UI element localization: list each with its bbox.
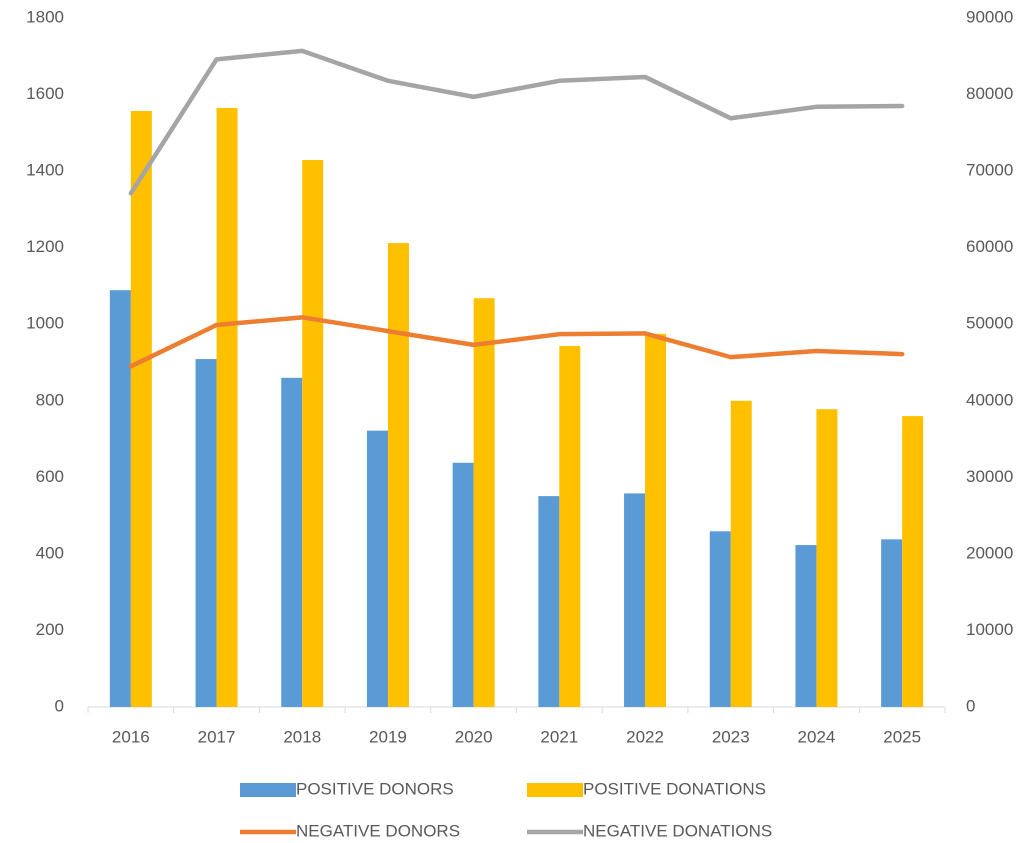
bar (195, 359, 217, 707)
y2-tick-label: 0 (966, 696, 975, 715)
bar (302, 160, 324, 707)
x-tick-label: 2021 (540, 727, 578, 746)
y2-tick-label: 40000 (966, 390, 1013, 409)
bar (902, 416, 924, 707)
y2-tick-label: 10000 (966, 620, 1013, 639)
y-tick-label: 1400 (26, 161, 64, 180)
y2-tick-label: 60000 (966, 237, 1013, 256)
y-tick-label: 600 (36, 467, 64, 486)
y-tick-label: 200 (36, 620, 64, 639)
y-tick-label: 1600 (26, 84, 64, 103)
y-tick-label: 1800 (26, 7, 64, 26)
bar (816, 409, 838, 707)
line-series (128, 48, 905, 196)
y2-tick-label: 20000 (966, 543, 1013, 562)
legend-swatch (527, 783, 583, 797)
y-tick-label: 1200 (26, 237, 64, 256)
x-tick-label: 2022 (626, 727, 664, 746)
bar (795, 545, 817, 707)
y-tick-label: 1000 (26, 314, 64, 333)
x-tick-label: 2024 (798, 727, 836, 746)
bar (366, 430, 388, 707)
y2-tick-label: 80000 (966, 84, 1013, 103)
x-tick-label: 2019 (369, 727, 407, 746)
y2-tick-label: 50000 (966, 314, 1013, 333)
x-tick-label: 2023 (712, 727, 750, 746)
bar (130, 111, 152, 707)
line-series (128, 315, 905, 369)
bar (538, 496, 560, 707)
x-tick-label: 2017 (198, 727, 236, 746)
bar (645, 333, 667, 707)
bar (473, 298, 495, 707)
y-tick-label: 400 (36, 543, 64, 562)
bar (709, 531, 731, 707)
bar (559, 346, 581, 707)
y2-tick-label: 90000 (966, 7, 1013, 26)
bar (624, 493, 646, 707)
legend-label: NEGATIVE DONATIONS (583, 821, 772, 840)
bar (109, 290, 131, 707)
y2-tick-label: 70000 (966, 161, 1013, 180)
y2-tick-label: 30000 (966, 467, 1013, 486)
x-tick-label: 2018 (283, 727, 321, 746)
y-tick-label: 0 (55, 696, 64, 715)
x-tick-label: 2020 (455, 727, 493, 746)
bar (452, 462, 474, 707)
x-tick-label: 2025 (883, 727, 921, 746)
bar (216, 107, 238, 708)
bar (281, 377, 303, 707)
legend-swatch (240, 783, 296, 797)
legend-label: POSITIVE DONORS (296, 779, 454, 798)
bar (881, 539, 903, 707)
legend-label: NEGATIVE DONORS (296, 821, 460, 840)
bar (730, 400, 752, 707)
bar (387, 243, 409, 707)
x-tick-label: 2016 (112, 727, 150, 746)
legend-label: POSITIVE DONATIONS (583, 779, 766, 798)
y-tick-label: 800 (36, 390, 64, 409)
